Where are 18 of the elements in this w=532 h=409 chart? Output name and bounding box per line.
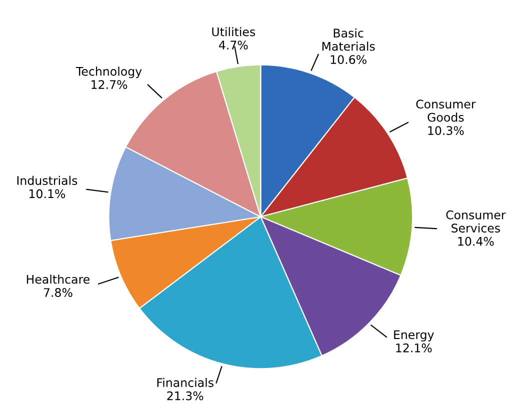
slice-label: Technology <box>76 66 142 78</box>
data-label: 4.7% <box>218 40 248 50</box>
slice-label: Utilities <box>212 27 256 36</box>
data-label: 12.7% <box>92 80 128 90</box>
slice-label: Consumer Services <box>446 210 506 233</box>
data-label: 10.6% <box>330 55 366 64</box>
data-label: 7.8% <box>44 288 72 297</box>
slice-label: Energy <box>394 330 434 342</box>
data-label: 10.3% <box>428 126 464 135</box>
data-label: 21.3% <box>167 391 204 400</box>
data-label: 12.1% <box>396 343 432 352</box>
data-label: 10.1% <box>30 189 66 198</box>
slice-label: Basic Materials <box>322 28 375 51</box>
slice-label: Consumer Goods <box>416 100 476 122</box>
data-label: 10.4% <box>458 236 494 246</box>
slice-label: Industrials <box>17 176 78 185</box>
slice-label: Financials <box>157 378 214 388</box>
slice-label: Healthcare <box>26 274 90 284</box>
